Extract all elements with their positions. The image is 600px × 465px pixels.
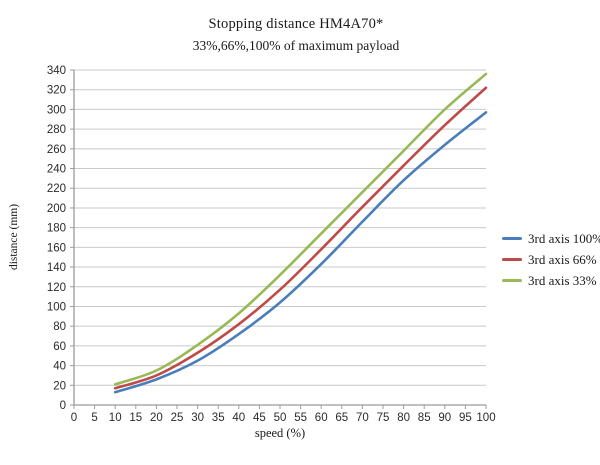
x-tick-label: 50 (274, 412, 287, 424)
legend-label: 3rd axis 66% (528, 252, 597, 267)
y-tick-label: 320 (47, 85, 66, 97)
x-tick-label: 40 (232, 412, 245, 424)
x-tick-label: 15 (129, 412, 142, 424)
chart-title: Stopping distance HM4A70* (208, 16, 384, 32)
legend-line-swatch-blue (502, 237, 522, 240)
x-tick-label: 0 (71, 412, 77, 424)
y-tick-label: 300 (47, 104, 66, 116)
x-tick-label: 10 (109, 412, 122, 424)
y-tick-label: 80 (53, 321, 66, 333)
legend-item-3rd-axis-33: 3rd axis 33% (502, 274, 600, 287)
legend-label: 3rd axis 33% (528, 273, 597, 288)
legend-item-3rd-axis-100: 3rd axis 100% (502, 232, 600, 245)
y-tick-label: 120 (47, 282, 66, 294)
x-tick-label: 20 (150, 412, 163, 424)
y-tick-label: 280 (47, 124, 66, 136)
legend-line-swatch-red (502, 258, 522, 261)
series-line-3rd-axis-33- (113, 72, 488, 386)
y-tick-label: 20 (53, 380, 66, 392)
y-tick-label: 200 (47, 203, 66, 215)
series-line-3rd-axis-66- (113, 86, 488, 390)
x-tick-label: 95 (459, 412, 472, 424)
x-tick-label: 45 (253, 412, 266, 424)
chart-legend: 3rd axis 100% 3rd axis 66% 3rd axis 33% (502, 232, 600, 287)
x-tick-label: 55 (294, 412, 307, 424)
legend-line-swatch-green (502, 279, 522, 282)
x-tick-label: 100 (476, 412, 495, 424)
y-tick-label: 40 (53, 361, 66, 373)
x-tick-label: 70 (356, 412, 369, 424)
y-tick-label: 220 (47, 183, 66, 195)
y-axis-title: distance (mm) (8, 203, 20, 271)
x-tick-label: 75 (377, 412, 390, 424)
y-tick-label: 60 (53, 341, 66, 353)
y-tick-label: 140 (47, 262, 66, 274)
y-tick-label: 340 (47, 65, 66, 77)
legend-label: 3rd axis 100% (528, 231, 600, 246)
x-tick-label: 60 (315, 412, 328, 424)
legend-item-3rd-axis-66: 3rd axis 66% (502, 253, 600, 266)
x-tick-label: 90 (438, 412, 451, 424)
x-tick-label: 35 (212, 412, 225, 424)
x-tick-label: 25 (171, 412, 184, 424)
y-tick-label: 240 (47, 164, 66, 176)
x-tick-label: 80 (397, 412, 410, 424)
y-tick-label: 0 (60, 400, 66, 412)
y-tick-label: 160 (47, 242, 66, 254)
x-axis-title: speed (%) (254, 426, 306, 440)
x-tick-label: 65 (335, 412, 348, 424)
y-tick-label: 100 (47, 301, 66, 313)
x-tick-label: 5 (91, 412, 97, 424)
chart-subtitle: 33%,66%,100% of maximum payload (192, 38, 400, 53)
y-tick-label: 260 (47, 144, 66, 156)
y-tick-label: 180 (47, 223, 66, 235)
x-tick-label: 30 (191, 412, 204, 424)
x-tick-label: 85 (418, 412, 431, 424)
series-line-3rd-axis-100- (113, 111, 488, 394)
